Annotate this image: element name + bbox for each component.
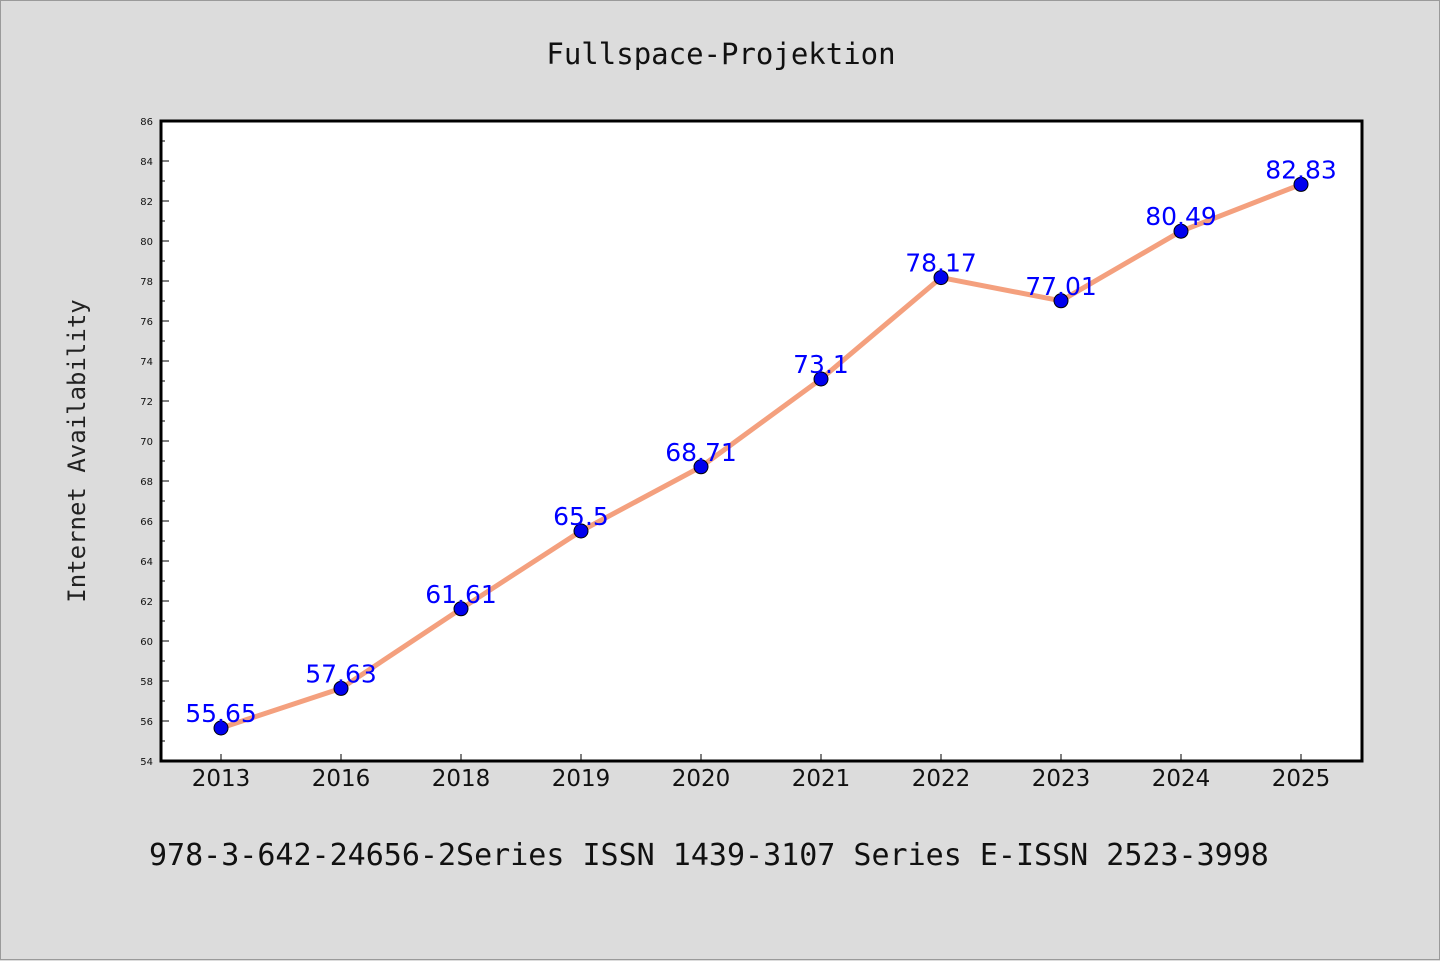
data-point — [933, 270, 949, 286]
x-tick-label: 2022 — [912, 766, 971, 792]
data-label: 78.17 — [905, 249, 977, 278]
x-tick-label: 2018 — [432, 766, 491, 792]
y-axis-label: Internet Availability — [63, 299, 91, 602]
data-label: 82.83 — [1265, 155, 1337, 184]
plot-area — [159, 119, 1364, 763]
footer-text: 978-3-642-24656-2Series ISSN 1439-3107 S… — [149, 838, 1269, 873]
y-tick-label: 86 — [140, 117, 153, 128]
x-tick-label: 2020 — [672, 766, 731, 792]
y-tick-label: 82 — [140, 197, 153, 208]
x-tick-label: 2013 — [192, 766, 251, 792]
y-tick-label: 74 — [140, 357, 153, 368]
data-label: 57.63 — [305, 659, 377, 688]
data-labels: 55.65 57.63 61.61 65.5 68.71 73.1 78.17 77.01 80… — [185, 155, 1337, 728]
y-tick-label: 66 — [140, 517, 153, 528]
data-label: 61.61 — [425, 580, 497, 609]
data-point — [693, 459, 709, 475]
data-point — [333, 680, 349, 696]
x-tick-label: 2019 — [552, 766, 611, 792]
x-tick-label: 2023 — [1032, 766, 1091, 792]
y-tick-label: 62 — [140, 597, 153, 608]
y-tick-label: 56 — [140, 717, 153, 728]
data-point — [1053, 293, 1069, 309]
data-point — [453, 601, 469, 617]
x-tick-label: 2024 — [1152, 766, 1211, 792]
data-label: 77.01 — [1025, 272, 1097, 301]
data-point — [1173, 223, 1189, 239]
y-tick-label: 72 — [140, 397, 153, 408]
y-tick-label: 60 — [140, 637, 153, 648]
y-tick-label: 64 — [140, 557, 153, 568]
x-tick-label: 2025 — [1272, 766, 1331, 792]
y-tick-label: 58 — [140, 677, 153, 688]
x-axis: 2013 2016 2018 2019 2020 2021 2022 2023 2024 2025 — [192, 754, 1331, 792]
y-tick-label: 76 — [140, 317, 153, 328]
data-point — [573, 523, 589, 539]
data-point — [813, 371, 829, 387]
y-tick-label: 80 — [140, 237, 153, 248]
data-label: 65.5 — [553, 502, 609, 531]
y-axis: 54 56 58 60 62 64 66 68 70 72 74 76 78 80 82 84 86 — [140, 117, 169, 768]
x-tick-label: 2016 — [312, 766, 371, 792]
y-tick-label: 68 — [140, 477, 153, 488]
chart-title: Fullspace-Projektion — [546, 37, 895, 71]
data-label: 55.65 — [185, 699, 257, 728]
y-tick-label: 70 — [140, 437, 153, 448]
y-tick-label: 54 — [140, 757, 153, 768]
y-tick-label: 84 — [140, 157, 153, 168]
data-markers — [213, 176, 1309, 736]
series-line — [218, 181, 1304, 731]
data-point — [213, 720, 229, 736]
data-point — [1293, 176, 1309, 192]
x-tick-label: 2021 — [792, 766, 851, 792]
data-label: 73.1 — [793, 350, 849, 379]
data-label: 68.71 — [665, 438, 737, 467]
data-label: 80.49 — [1145, 202, 1217, 231]
y-tick-label: 78 — [140, 277, 153, 288]
